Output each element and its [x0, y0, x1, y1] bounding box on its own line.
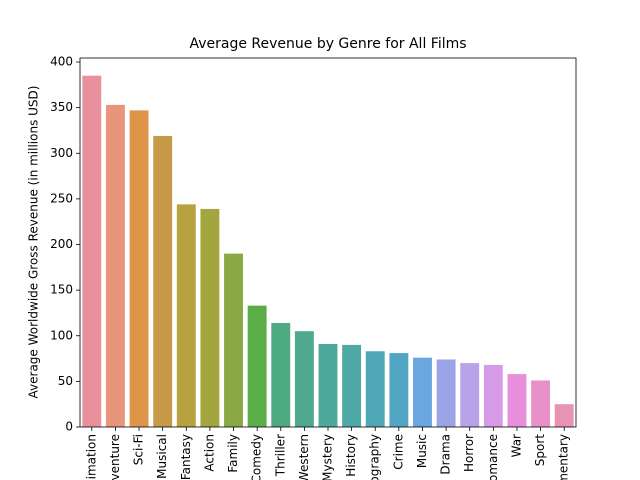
bar: [129, 110, 149, 428]
bar: [389, 353, 409, 427]
bar: [436, 359, 456, 427]
x-tick-label: Sport: [533, 434, 547, 467]
bar: [105, 104, 125, 427]
x-tick-label: Mystery: [321, 434, 335, 480]
bar: [507, 374, 527, 427]
x-tick-label: Fantasy: [179, 434, 193, 480]
y-axis-label: Average Worldwide Gross Revenue (in mill…: [27, 86, 41, 399]
y-tick-label: 150: [50, 283, 73, 297]
x-tick-label: Western: [297, 434, 311, 480]
bar: [176, 204, 196, 427]
chart-title: Average Revenue by Genre for All Films: [189, 36, 466, 52]
bar: [483, 364, 503, 427]
y-tick-label: 350: [50, 100, 73, 114]
x-tick-label: Romance: [486, 434, 500, 480]
x-tick-label: History: [344, 434, 358, 477]
bar: [153, 135, 173, 428]
y-tick-label: 300: [50, 146, 73, 160]
bar: [554, 404, 574, 427]
y-tick-label: 0: [65, 420, 73, 434]
bar: [247, 305, 267, 427]
y-tick-label: 250: [50, 191, 73, 205]
x-tick-label: War: [509, 434, 523, 457]
bar: [294, 331, 314, 427]
y-tick-label: 400: [50, 55, 73, 69]
x-tick-label: Family: [226, 434, 240, 473]
bar: [413, 357, 432, 427]
bar: [531, 380, 551, 427]
bar: [82, 75, 102, 427]
bar: [460, 363, 480, 427]
x-tick-label: Documentary: [557, 434, 571, 480]
bar: [200, 208, 220, 427]
x-tick-label: Adventure: [108, 434, 122, 480]
x-tick-label: Crime: [391, 434, 405, 470]
x-tick-label: Biography: [368, 434, 382, 480]
bar: [271, 322, 291, 427]
plot-frame: [79, 57, 577, 428]
x-tick-label: Animation: [84, 434, 98, 480]
x-tick-label: Musical: [155, 434, 169, 479]
bar: [224, 253, 243, 427]
x-tick-label: Thriller: [273, 434, 287, 477]
x-tick-label: Horror: [462, 434, 476, 472]
bar: [318, 343, 338, 427]
bar: [342, 344, 362, 427]
x-tick-label: Drama: [439, 434, 453, 475]
x-tick-label: Music: [415, 434, 429, 468]
x-tick-label: Sci-Fi: [132, 434, 146, 465]
y-tick-label: 200: [50, 237, 73, 251]
x-tick-label: Comedy: [250, 434, 264, 480]
y-tick-label: 50: [58, 374, 73, 388]
y-tick-label: 100: [50, 328, 73, 342]
bar: [365, 351, 385, 427]
x-tick-label: Action: [202, 434, 216, 472]
